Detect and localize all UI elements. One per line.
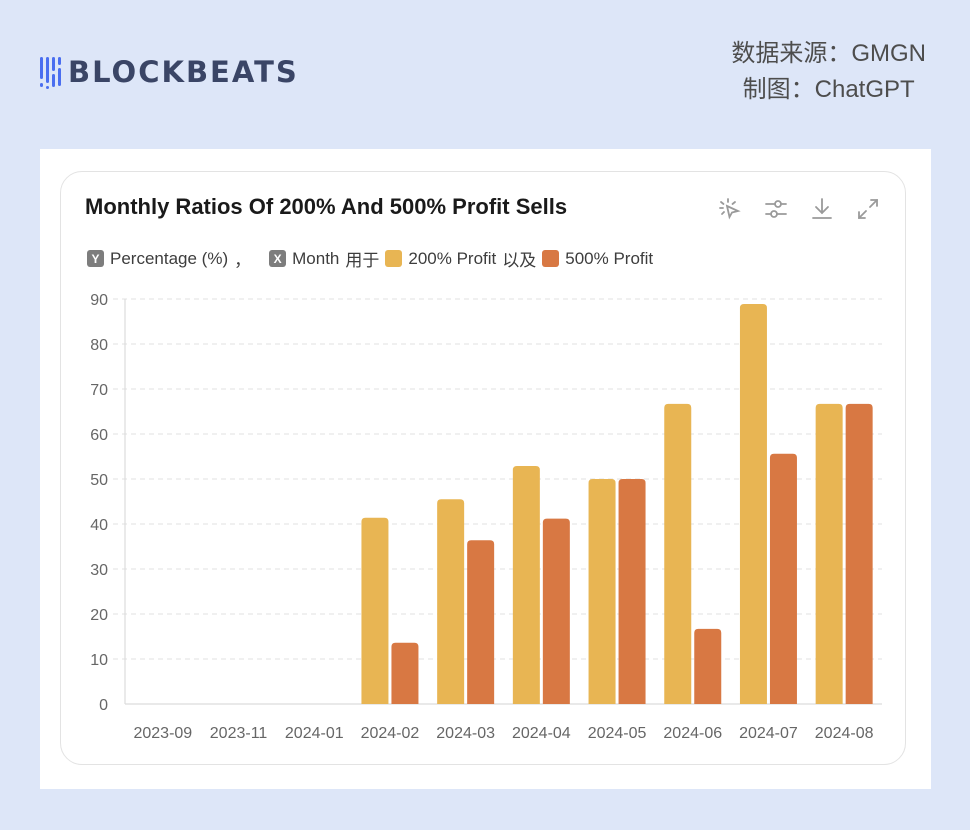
fullscreen-icon[interactable] [855,196,881,222]
data-source-text: 数据来源：GMGN [731,40,926,67]
settings-sliders-icon[interactable] [763,196,789,222]
download-icon[interactable] [809,196,835,222]
legend-label-500[interactable]: 500% Profit [565,248,654,268]
legend-swatch-500[interactable] [542,250,560,267]
x-axis-label: Month [292,248,340,268]
legend-and-text: 以及 [502,251,537,270]
logo-text: BLOCKBEATS [68,55,299,89]
chart-panel: Monthly Ratios Of 200% And 500% Profit S… [40,149,931,789]
y-axis-badge: Y [87,250,104,267]
magic-select-icon[interactable] [717,196,743,222]
source-credits: 数据来源：GMGN 制图：ChatGPT [731,36,926,108]
chart-legend: Y Percentage (%) ， X Month 用于 200% Profi… [87,246,659,271]
legend-swatch-200[interactable] [385,250,403,267]
chart-toolbar [717,196,881,222]
blockbeats-logo: BLOCKBEATS [38,52,299,92]
chart-title: Monthly Ratios Of 200% And 500% Profit S… [85,194,568,219]
logo-bars-icon [38,53,66,91]
chart-card: Monthly Ratios Of 200% And 500% Profit S… [60,171,906,765]
legend-separator: ， [234,251,252,270]
legend-for-text: 用于 [345,251,380,270]
chart-credit-text: 制图：ChatGPT [742,76,915,103]
x-axis-badge: X [269,250,287,267]
y-axis-label: Percentage (%) [110,248,229,268]
legend-label-200[interactable]: 200% Profit [408,248,497,268]
